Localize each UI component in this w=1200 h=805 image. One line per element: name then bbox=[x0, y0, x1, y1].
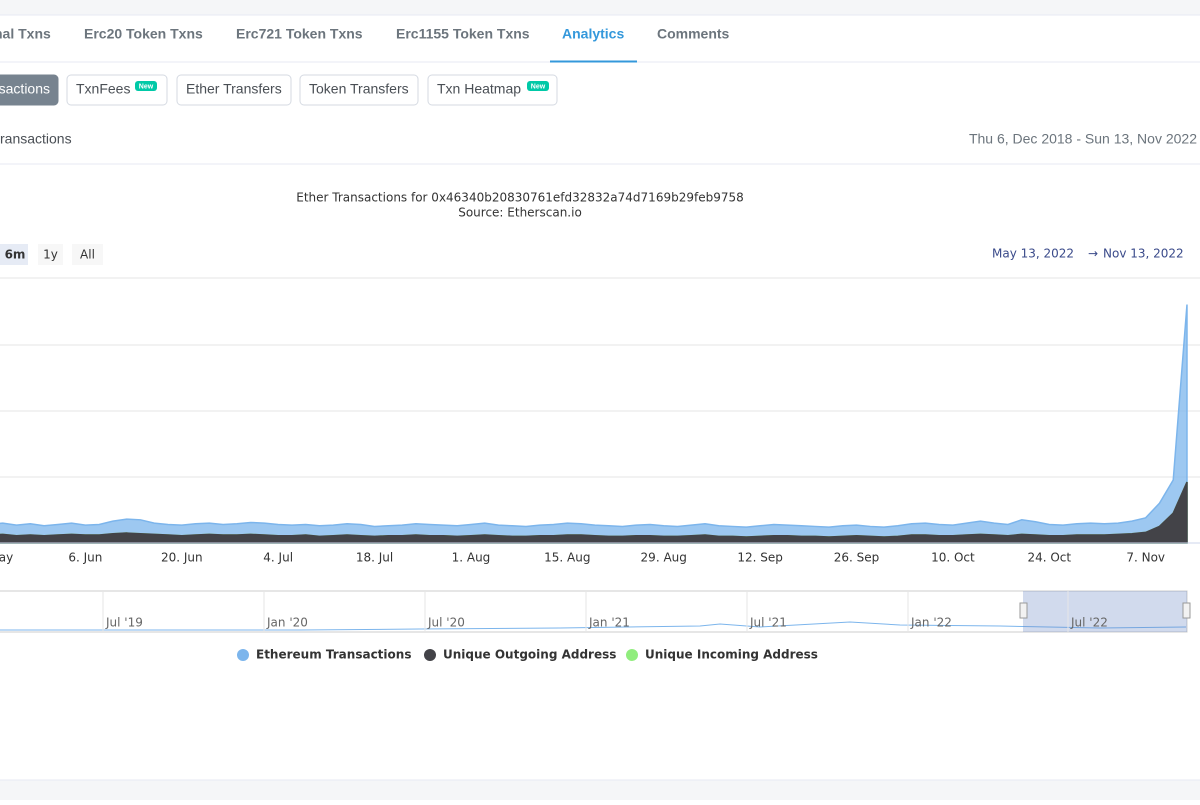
tab[interactable]: nal Txns bbox=[0, 26, 51, 42]
x-tick-label: 15. Aug bbox=[544, 551, 590, 565]
range-button[interactable] bbox=[0, 244, 28, 265]
legend-label[interactable]: Unique Incoming Address bbox=[645, 648, 818, 662]
range-arrow: → bbox=[1088, 247, 1098, 261]
navigator-labels: Jul '19 Jan '20 Jul '20 Jan '21 Jul '21 Jan '… bbox=[102, 591, 1108, 632]
area bbox=[0, 304, 1188, 544]
badge bbox=[527, 81, 549, 91]
legend: Ethereum Transactions Unique Outgoing Add… bbox=[237, 648, 818, 662]
range-button-label: 6m bbox=[5, 248, 26, 262]
range-button[interactable] bbox=[72, 244, 103, 265]
legend-label[interactable]: Ethereum Transactions bbox=[256, 648, 411, 662]
area bbox=[0, 481, 1188, 544]
chart-subtitle: Source: Etherscan.io bbox=[458, 206, 582, 220]
x-tick-label: 20. Jun bbox=[161, 551, 203, 565]
x-tick-label: 4. Jul bbox=[263, 551, 293, 565]
chart-title: Ether Transactions for 0x46340b20830761e… bbox=[296, 191, 744, 205]
plot-area bbox=[0, 304, 1188, 544]
x-tick-label: 1. Aug bbox=[452, 551, 491, 565]
subtab-label: TxnFees bbox=[76, 81, 130, 97]
subtab-button[interactable] bbox=[176, 74, 292, 106]
range-button[interactable] bbox=[38, 244, 63, 265]
x-tick-label: ay bbox=[0, 551, 13, 565]
legend-label[interactable]: Unique Outgoing Address bbox=[443, 648, 616, 662]
navigator-handle[interactable] bbox=[1019, 602, 1028, 619]
navigator-label: Jul '21 bbox=[749, 616, 787, 630]
navigator-label: Jan '21 bbox=[588, 616, 630, 630]
navigator-label: Jan '20 bbox=[266, 616, 308, 630]
x-tick-label: 26. Sep bbox=[834, 551, 880, 565]
legend-marker[interactable] bbox=[237, 649, 249, 661]
badge-label: New bbox=[139, 83, 154, 90]
range-to[interactable]: Nov 13, 2022 bbox=[1103, 247, 1184, 261]
x-tick-label: 7. Nov bbox=[1126, 551, 1165, 565]
tab[interactable]: Analytics bbox=[562, 26, 624, 42]
navigator-label: Jul '20 bbox=[427, 616, 465, 630]
badge bbox=[135, 81, 157, 91]
x-tick-label: 18. Jul bbox=[356, 551, 393, 565]
navigator-series bbox=[0, 621, 1187, 631]
navigator-selection[interactable] bbox=[1023, 591, 1187, 632]
range-button-label: 1y bbox=[43, 248, 58, 262]
navigator-label: Jan '22 bbox=[910, 616, 952, 630]
navigator-label: Jul '22 bbox=[1070, 616, 1108, 630]
x-tick-label: 10. Oct bbox=[931, 551, 975, 565]
range-button-label: All bbox=[80, 248, 95, 262]
tab[interactable]: Comments bbox=[657, 26, 730, 42]
subtab-button[interactable] bbox=[299, 74, 419, 106]
tab[interactable]: Erc20 Token Txns bbox=[84, 26, 203, 42]
tab[interactable]: Erc721 Token Txns bbox=[236, 26, 363, 42]
range-from[interactable]: May 13, 2022 bbox=[992, 247, 1074, 261]
x-tick-label: 24. Oct bbox=[1027, 551, 1071, 565]
subtab-label: Ether Transfers bbox=[186, 81, 282, 97]
subtab-button[interactable] bbox=[0, 74, 59, 106]
subtab-label: sactions bbox=[0, 81, 50, 97]
subtab-label: Txn Heatmap bbox=[437, 81, 521, 97]
legend-marker[interactable] bbox=[626, 649, 638, 661]
subtab-button[interactable] bbox=[427, 74, 558, 106]
x-tick-label: 6. Jun bbox=[68, 551, 102, 565]
grid bbox=[0, 277, 1200, 478]
x-tick-label: 12. Sep bbox=[737, 551, 783, 565]
footer-bar bbox=[0, 780, 1200, 800]
navigator-label: Jul '19 bbox=[105, 616, 143, 630]
date-range: Thu 6, Dec 2018 - Sun 13, Nov 2022 bbox=[969, 131, 1197, 147]
subtab-label: Token Transfers bbox=[309, 81, 409, 97]
tab[interactable]: Erc1155 Token Txns bbox=[396, 26, 530, 42]
navigator-handle[interactable] bbox=[1182, 602, 1191, 619]
badge-label: New bbox=[531, 83, 546, 90]
section-title: ransactions bbox=[0, 131, 72, 147]
x-tick-label: 29. Aug bbox=[641, 551, 687, 565]
legend-marker[interactable] bbox=[424, 649, 436, 661]
top-bar bbox=[0, 0, 1200, 15]
